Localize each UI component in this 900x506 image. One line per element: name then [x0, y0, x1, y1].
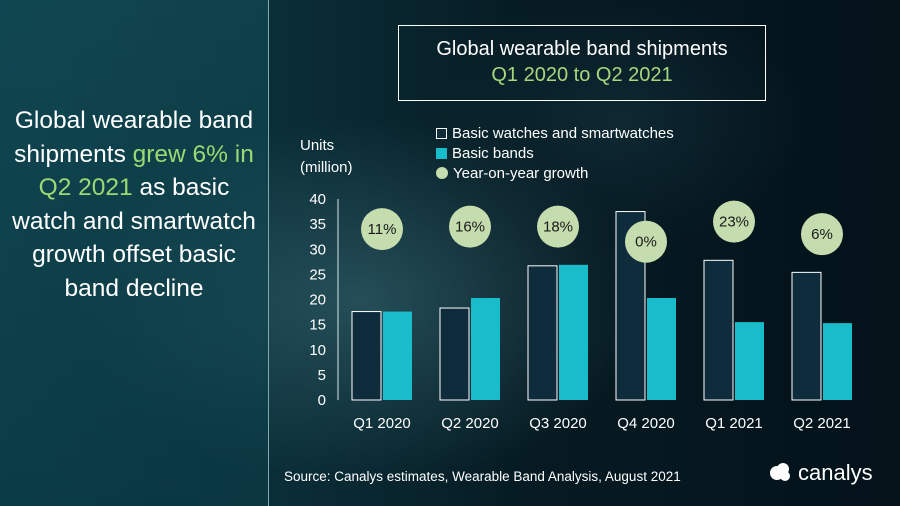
chart-subtitle: Q1 2020 to Q2 2021 [491, 64, 673, 86]
legend-swatch-basic-bands [436, 147, 447, 159]
left-panel [0, 0, 268, 506]
legend-item-basic-watches: Basic watches and smartwatches [436, 123, 674, 143]
canalys-logo-icon [770, 463, 790, 481]
panel-divider [268, 0, 269, 506]
x-tick-label: Q3 2020 [529, 415, 587, 432]
bar-basic-bands [471, 297, 500, 400]
legend: Basic watches and smartwatches Basic ban… [436, 123, 674, 183]
yoy-label: 0% [635, 234, 657, 251]
y-tick-label: 20 [309, 292, 326, 309]
canalys-logo-text: canalys [798, 460, 873, 485]
headline-highlight: grew 6% in Q2 2021 [38, 140, 254, 202]
x-tick-label: Q2 2020 [441, 415, 499, 432]
x-tick-label: Q2 2021 [793, 415, 851, 432]
bar-basic-bands [647, 297, 676, 400]
bar-basic-watches [703, 259, 734, 401]
bar-basic-watches [527, 265, 558, 401]
chart-title-box: Global wearable band shipments Q1 2020 t… [398, 25, 766, 101]
x-tick-label: Q4 2020 [617, 415, 675, 432]
headline-part2: as basic watch and smartwatch growth off… [12, 174, 256, 302]
y-tick-label: 5 [318, 367, 326, 384]
source-note: Source: Canalys estimates, Wearable Band… [284, 469, 681, 484]
legend-swatch-basic-watches [436, 127, 447, 139]
bar-basic-bands [559, 264, 588, 400]
yoy-label: 6% [811, 226, 833, 243]
x-tick-label: Q1 2021 [705, 415, 763, 432]
bar-basic-bands [383, 311, 412, 400]
legend-label-yoy-growth: Year-on-year growth [453, 164, 589, 182]
y-tick-label: 0 [318, 392, 326, 409]
headline: Global wearable band shipments grew 6% i… [8, 104, 260, 305]
yoy-bubble [537, 205, 579, 248]
bar-basic-bands [735, 322, 764, 400]
y-axis-label: Units (million) [300, 137, 353, 176]
legend-item-yoy-growth: Year-on-year growth [436, 163, 674, 183]
y-tick-label: 30 [309, 241, 326, 258]
y-tick-label: 35 [309, 216, 326, 233]
legend-label-basic-bands: Basic bands [452, 144, 534, 162]
yoy-label: 18% [543, 219, 573, 236]
chart-title: Global wearable band shipments [436, 38, 728, 60]
yoy-label: 23% [719, 214, 749, 231]
legend-label-basic-watches: Basic watches and smartwatches [452, 124, 674, 142]
bar-basic-watches [351, 311, 382, 401]
yoy-bubble [625, 220, 667, 263]
y-tick-label: 25 [309, 266, 326, 283]
legend-swatch-yoy-growth [436, 167, 448, 179]
legend-item-basic-bands: Basic bands [436, 143, 674, 163]
yoy-bubble [449, 205, 491, 248]
y-tick-label: 10 [309, 342, 326, 359]
bar-basic-watches [791, 271, 822, 401]
yoy-label: 11% [368, 221, 397, 238]
canalys-logo: canalys [768, 460, 873, 486]
y-tick-label: 40 [309, 191, 326, 208]
x-tick-label: Q1 2020 [353, 415, 411, 432]
yoy-bubble [361, 208, 403, 251]
bar-basic-watches [439, 307, 470, 401]
yoy-label: 16% [455, 219, 485, 236]
bar-basic-bands [823, 323, 852, 400]
yoy-bubble [801, 213, 843, 256]
yoy-bubble [713, 200, 755, 243]
headline-part1: Global wearable band shipments [14, 107, 254, 168]
y-tick-label: 15 [309, 317, 326, 334]
